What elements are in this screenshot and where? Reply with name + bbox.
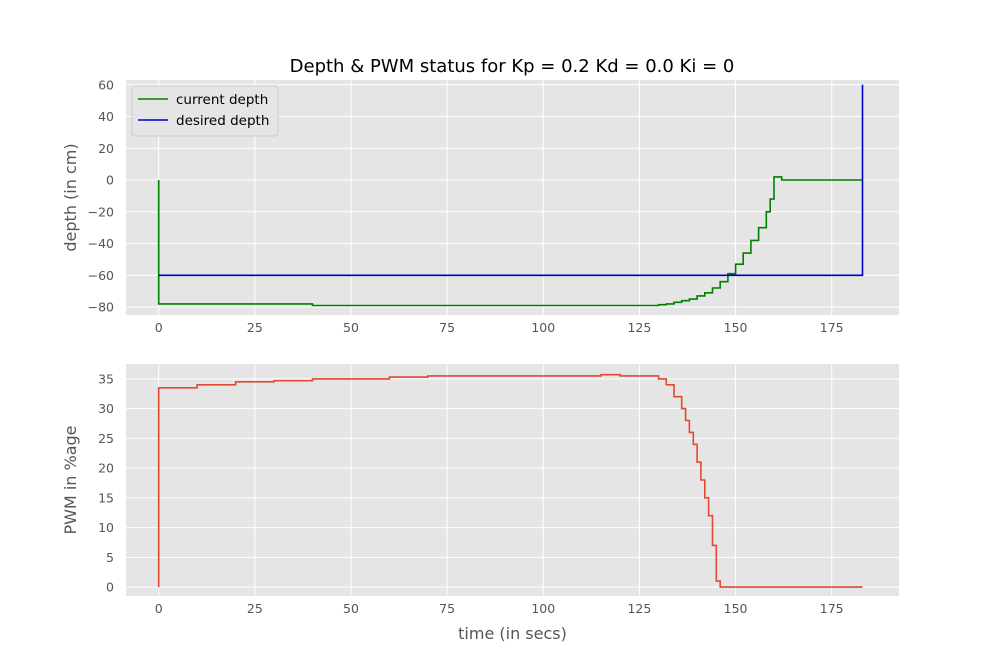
- depth-y-tick-label: 60: [98, 77, 114, 92]
- pwm-y-tick-label: 15: [98, 490, 114, 505]
- pwm-y-axis-label: PWM in %age: [61, 425, 80, 534]
- pwm-subplot: PWM in %age time (in secs) 0 25 50 75 100 125…: [61, 364, 899, 643]
- pwm-x-tick-label: 100: [531, 601, 555, 616]
- pwm-x-tick-label: 25: [247, 601, 263, 616]
- pwm-plot-area: [126, 364, 899, 596]
- depth-y-tick-label: 40: [98, 109, 114, 124]
- legend-box: [131, 85, 279, 137]
- pwm-x-tick-label: 50: [343, 601, 359, 616]
- depth-x-tick-label: 100: [531, 320, 555, 335]
- depth-x-tick-label: 0: [155, 320, 163, 335]
- time-x-axis-label: time (in secs): [458, 624, 567, 643]
- depth-y-axis-label: depth (in cm): [61, 143, 80, 251]
- depth-x-tick-label: 50: [343, 320, 359, 335]
- pwm-x-tick-label: 0: [155, 601, 163, 616]
- pwm-x-tick-label: 75: [439, 601, 455, 616]
- pwm-gridlines: [126, 364, 899, 596]
- depth-subplot: depth (in cm) 0 25 50 75 100 125 150 175 −80 −60 −…: [61, 77, 899, 335]
- depth-x-tick-label: 150: [724, 320, 748, 335]
- depth-y-tick-label: −80: [88, 300, 114, 315]
- pwm-y-tick-label: 0: [106, 580, 114, 595]
- pwm-y-tick-label: 10: [98, 520, 114, 535]
- pwm-x-tick-label: 150: [724, 601, 748, 616]
- pwm-y-tick-label: 20: [98, 461, 114, 476]
- legend-entry: current depth: [176, 92, 268, 108]
- depth-legend: current depth desired depth: [131, 85, 279, 137]
- pwm-x-tick-label: 175: [820, 601, 844, 616]
- pwm-y-tick-label: 5: [106, 550, 114, 565]
- depth-y-tick-label: 0: [106, 173, 114, 188]
- pwm-y-tick-label: 25: [98, 431, 114, 446]
- depth-y-tick-label: −60: [88, 268, 114, 283]
- chart-title: Depth & PWM status for Kp = 0.2 Kd = 0.0…: [290, 56, 735, 77]
- pwm-x-tick-label: 125: [627, 601, 651, 616]
- depth-x-tick-label: 25: [247, 320, 263, 335]
- depth-x-tick-label: 125: [627, 320, 651, 335]
- depth-y-tick-label: −20: [88, 204, 114, 219]
- pwm-y-tick-label: 35: [98, 371, 114, 386]
- depth-x-tick-label: 175: [820, 320, 844, 335]
- pwm-y-tick-label: 30: [98, 401, 114, 416]
- depth-x-tick-label: 75: [439, 320, 455, 335]
- current-depth-line: [157, 176, 863, 307]
- desired-depth-line: [158, 84, 864, 277]
- legend-entry: desired depth: [176, 113, 269, 129]
- depth-y-tick-label: −40: [88, 236, 114, 251]
- pwm-series-line: [157, 373, 863, 588]
- depth-y-tick-label: 20: [98, 141, 114, 156]
